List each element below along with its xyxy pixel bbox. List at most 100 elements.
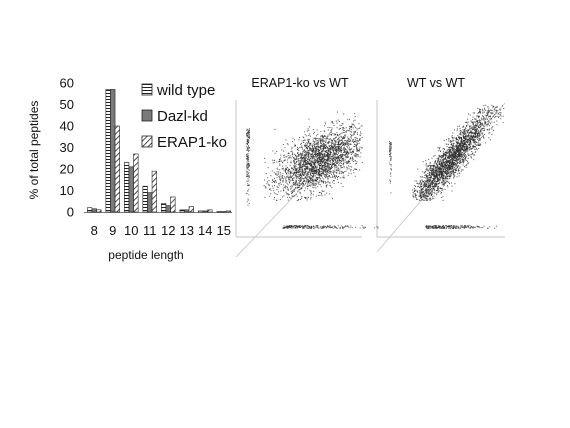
scatter-1-point (290, 157, 292, 159)
scatter-1-point (305, 150, 306, 152)
scatter-1-point (329, 151, 331, 153)
scatter-2-point (464, 133, 466, 134)
scatter-1-point (325, 226, 327, 227)
scatter-2-point (413, 193, 415, 195)
scatter-1-point (265, 186, 267, 188)
scatter-1-point (342, 227, 343, 229)
scatter-2-point (442, 171, 444, 173)
scatter-1-point (296, 168, 298, 169)
scatter-1-point (298, 225, 300, 227)
scatter-2-point (472, 122, 474, 124)
scatter-2-point (462, 137, 464, 138)
scatter-1-point (340, 165, 342, 167)
scatter-1-point (286, 193, 288, 195)
scatter-1-point (292, 137, 294, 139)
scatter-1-point (347, 138, 349, 140)
scatter-1-point (324, 121, 326, 123)
scatter-2-point (469, 144, 471, 146)
scatter-2-point (462, 136, 464, 138)
scatter-2-point (419, 199, 421, 201)
scatter-1-point (342, 163, 344, 165)
scatter-2-point (475, 136, 477, 138)
scatter-2-point (457, 150, 459, 152)
scatter-2-point (469, 128, 471, 130)
scatter-2-point (440, 188, 442, 190)
scatter-1-point (325, 162, 327, 164)
scatter-2-point (422, 181, 423, 183)
scatter-1-point (310, 174, 312, 176)
scatter-1-point (329, 132, 331, 134)
scatter-1-point (301, 161, 303, 163)
scatter-1-point (323, 166, 325, 168)
scatter-1-point (328, 166, 330, 168)
scatter-1-point (334, 156, 336, 158)
scatter-1-point (349, 130, 351, 132)
scatter-1-point (312, 162, 314, 164)
scatter-1-point (292, 152, 293, 154)
scatter-1-point (313, 163, 314, 165)
scatter-1-point (322, 137, 323, 139)
scatter-1-point (338, 152, 339, 154)
scatter-1-point (329, 168, 331, 170)
scatter-2-point (459, 152, 461, 154)
scatter-2-point (433, 162, 435, 164)
scatter-1-point (325, 182, 326, 184)
scatter-1-point (313, 180, 314, 182)
scatter-1-point (343, 113, 345, 115)
scatter-1-point (329, 147, 331, 149)
scatter-2-point (444, 168, 445, 170)
scatter-2-point (472, 152, 474, 154)
scatter-1-point (314, 131, 315, 133)
scatter-1-point (300, 183, 302, 185)
scatter-2-point (488, 110, 490, 111)
scatter-1-point (339, 151, 341, 153)
scatter-2-point (454, 172, 456, 174)
scatter-1-point (329, 171, 331, 173)
scatter-1-point (323, 226, 325, 228)
scatter-1-point (343, 167, 345, 169)
scatter-2-point (443, 161, 445, 163)
scatter-1-point (247, 167, 249, 168)
scatter-1-point (307, 167, 308, 169)
scatter-1-point (308, 139, 310, 141)
scatter-1-point (341, 166, 343, 168)
scatter-1-point (330, 156, 332, 158)
scatter-1-point (307, 148, 308, 150)
scatter-1-point (320, 180, 322, 182)
scatter-2-point (436, 190, 438, 191)
scatter-1-point (304, 156, 306, 158)
scatter-2-point (425, 182, 427, 184)
scatter-1-point (295, 173, 297, 175)
scatter-1-point (248, 146, 250, 148)
scatter-2-point (437, 174, 439, 176)
scatter-2-point (418, 195, 420, 197)
scatter-1-point (346, 140, 348, 142)
scatter-2-point (464, 141, 466, 143)
scatter-2-point (449, 152, 450, 154)
scatter-2-point (502, 115, 504, 117)
scatter-2-point (464, 142, 466, 144)
scatter-2-point (458, 153, 460, 155)
scatter-1-point (322, 177, 324, 179)
scatter-2-point (458, 139, 459, 141)
scatter-1-point (327, 158, 328, 160)
scatter-2-point (473, 132, 475, 134)
scatter-1-point (308, 167, 310, 169)
scatter-1-point (312, 175, 314, 177)
scatter-2-point (433, 182, 435, 184)
scatter-1-point (322, 148, 324, 150)
scatter-2-point (433, 195, 435, 197)
scatter-2-point (442, 173, 444, 175)
scatter-1-point (287, 227, 289, 229)
scatter-1-point (314, 144, 316, 146)
scatter-2-point (426, 180, 428, 182)
scatter-1-point (325, 173, 327, 175)
scatter-1-point (298, 182, 300, 184)
scatter-1-point (321, 173, 322, 175)
scatter-1-point (319, 165, 321, 167)
scatter-2-point (483, 128, 485, 130)
scatter-1-point (248, 184, 250, 186)
scatter-1-point (358, 148, 360, 150)
scatter-1-point (309, 149, 310, 151)
